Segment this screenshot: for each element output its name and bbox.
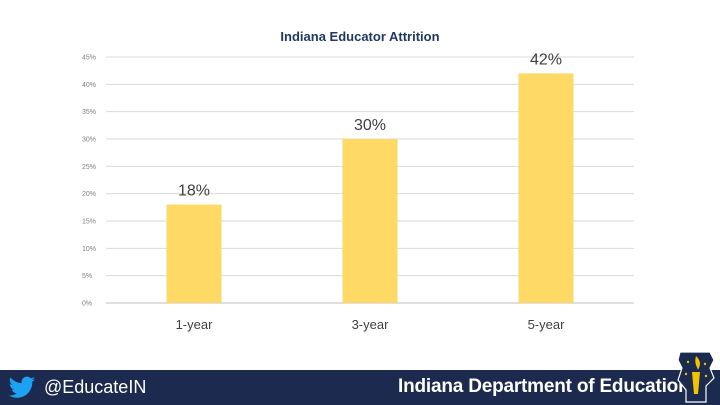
data-labels: 18% 30% 42% [178, 51, 562, 199]
y-tick-label: 20% [82, 191, 96, 198]
y-tick-label: 15% [82, 219, 96, 226]
y-tick-label: 5% [82, 273, 92, 280]
attrition-bar-chart: Indiana Educator Attrition 0% 5% 10% 15% 20%… [82, 29, 634, 332]
y-tick-label: 35% [82, 109, 96, 116]
torch-logo-icon [677, 351, 715, 403]
y-tick-label: 30% [82, 137, 96, 144]
bar-1-year [166, 204, 222, 303]
y-tick-label: 10% [82, 246, 96, 253]
data-label: 18% [178, 183, 210, 200]
x-tick-label: 3-year [352, 317, 390, 332]
bar-5-year [518, 73, 574, 304]
y-tick-label: 25% [82, 164, 96, 171]
y-tick-label: 0% [82, 301, 92, 308]
twitter-bird-icon [8, 376, 35, 398]
bars [166, 73, 574, 304]
twitter-handle[interactable]: @EducateIN [44, 377, 147, 397]
data-label: 30% [354, 117, 386, 134]
bar-3-year [342, 139, 398, 303]
x-axis-tick-labels: 1-year 3-year 5-year [176, 317, 566, 332]
x-tick-label: 5-year [528, 317, 566, 332]
chart-title: Indiana Educator Attrition [280, 29, 439, 44]
y-axis-tick-labels: 0% 5% 10% 15% 20% 25% 30% 35% 40% 45% [82, 55, 96, 308]
x-tick-label: 1-year [176, 317, 214, 332]
footer-bar: @EducateIN Indiana Department of Educati… [0, 351, 720, 405]
data-label: 42% [530, 51, 562, 68]
y-tick-label: 45% [82, 55, 96, 62]
organization-name: Indiana Department of Education [398, 376, 690, 397]
y-tick-label: 40% [82, 82, 96, 89]
